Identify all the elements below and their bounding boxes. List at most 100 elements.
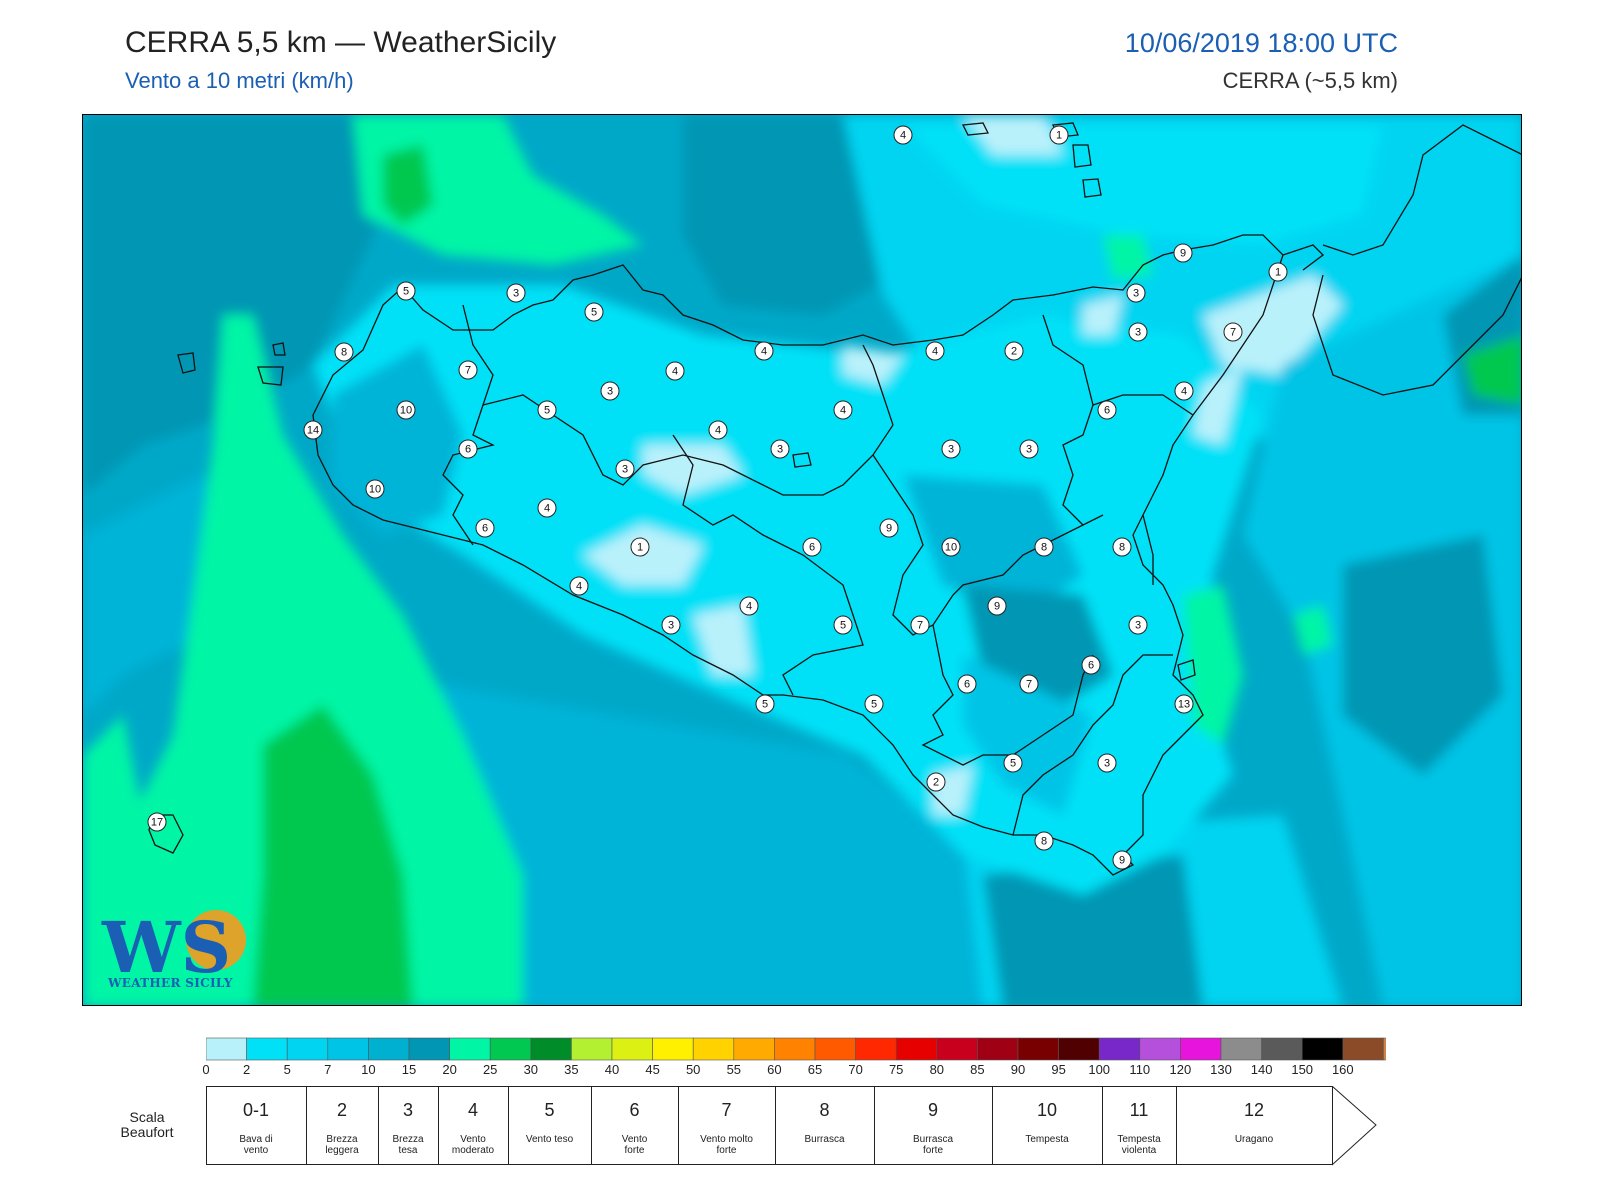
station-marker: 4 xyxy=(708,420,728,440)
station-marker: 7 xyxy=(1223,322,1243,342)
map-title: CERRA 5,5 km — WeatherSicily xyxy=(125,26,557,59)
station-marker: 6 xyxy=(1081,655,1101,675)
forecast-datetime: 10/06/2019 18:00 UTC xyxy=(1124,28,1398,58)
colorbar-tick-label: 110 xyxy=(1129,1062,1151,1077)
station-value: 8 xyxy=(341,347,347,359)
station-value: 7 xyxy=(465,365,471,377)
station-value: 6 xyxy=(1088,660,1094,672)
beaufort-description: Vento moderato xyxy=(451,1134,495,1156)
beaufort-cell xyxy=(775,1086,875,1165)
station-marker: 4 xyxy=(893,125,913,145)
beaufort-number: 11 xyxy=(1129,1100,1149,1120)
station-value: 6 xyxy=(465,444,471,456)
station-value: 5 xyxy=(871,699,877,711)
colorbar-cell xyxy=(368,1037,410,1061)
colorbar-tick-label: 2 xyxy=(242,1062,251,1077)
colorbar-cell xyxy=(611,1037,653,1061)
colorbar-tick-label: 95 xyxy=(1051,1062,1066,1077)
colorbar-tick-label: 140 xyxy=(1250,1062,1273,1077)
colorbar-tick-label: 50 xyxy=(685,1062,701,1077)
station-marker: 3 xyxy=(661,615,681,635)
station-marker: 3 xyxy=(600,381,620,401)
station-value: 4 xyxy=(900,130,906,142)
station-marker: 5 xyxy=(864,694,884,714)
station-value: 1 xyxy=(637,542,643,554)
colorbar-cell xyxy=(936,1037,978,1061)
wind-field-svg: 4 1 9 1 5 3 5 8 7 4 3 4 4 2 3 7 10 5 14 6 4 3 4 6 3 3 4 3 10 4 3 6 1 6 9 10… xyxy=(83,115,1521,1005)
colorbar-tick-label: 45 xyxy=(645,1062,660,1077)
station-marker: 3 xyxy=(1128,615,1148,635)
station-marker: 3 xyxy=(615,459,635,479)
beaufort-arrow xyxy=(1332,1086,1377,1166)
station-marker: 7 xyxy=(1019,674,1039,694)
svg-text:WS: WS xyxy=(101,906,231,989)
station-value: 3 xyxy=(513,288,519,300)
station-value: 1 xyxy=(1056,130,1062,142)
station-value: 1 xyxy=(1275,267,1281,279)
station-value: 13 xyxy=(1178,699,1190,711)
colorbar-tick-label: 130 xyxy=(1210,1062,1232,1077)
colorbar-tick-label: 120 xyxy=(1169,1062,1192,1077)
colorbar-tick-label: 160 xyxy=(1331,1062,1354,1077)
colorbar-tick-label: 15 xyxy=(401,1062,417,1077)
colorbar-cell xyxy=(286,1037,329,1061)
station-value: 5 xyxy=(1010,758,1016,770)
model-name: CERRA (~5,5 km) xyxy=(1222,68,1398,93)
station-value: 4 xyxy=(1181,386,1187,398)
colorbar-tick-label: 5 xyxy=(283,1062,291,1077)
station-value: 9 xyxy=(1180,248,1186,260)
colorbar-cell xyxy=(1342,1037,1384,1061)
colorbar-tick-label: 150 xyxy=(1291,1062,1314,1077)
beaufort-cell xyxy=(438,1086,509,1165)
station-marker: 2 xyxy=(926,772,946,792)
station-value: 7 xyxy=(917,620,923,632)
station-marker: 1 xyxy=(630,537,650,557)
colorbar-tick-label: 0 xyxy=(202,1062,210,1077)
station-value: 4 xyxy=(672,366,678,378)
station-value: 3 xyxy=(948,444,954,456)
station-marker: 13 xyxy=(1174,694,1194,714)
colorbar-cell xyxy=(977,1037,1019,1061)
colorbar-cell xyxy=(1017,1037,1059,1061)
beaufort-scale xyxy=(206,1086,1377,1166)
station-value: 4 xyxy=(715,425,721,437)
station-marker: 6 xyxy=(458,439,478,459)
colorbar-tick-label: 100 xyxy=(1088,1062,1111,1077)
colorbar-cell xyxy=(489,1037,532,1061)
colorbar-cell xyxy=(571,1037,613,1061)
colorbar-cell xyxy=(449,1037,491,1061)
colorbar-cell xyxy=(814,1037,856,1061)
station-value: 8 xyxy=(1119,542,1125,554)
colorbar-cell xyxy=(327,1037,369,1061)
beaufort-number: 12 xyxy=(1243,1100,1265,1120)
colorbar-tick-label: 7 xyxy=(324,1062,332,1077)
beaufort-cell xyxy=(306,1086,379,1165)
station-marker: 10 xyxy=(941,537,961,557)
station-value: 3 xyxy=(1135,327,1141,339)
colorbar-cell xyxy=(774,1037,816,1061)
station-value: 3 xyxy=(1135,620,1141,632)
beaufort-description: Tempesta xyxy=(1025,1134,1069,1145)
station-marker: 8 xyxy=(334,342,354,362)
station-marker: 3 xyxy=(941,439,961,459)
beaufort-cell xyxy=(874,1086,993,1165)
beaufort-description: Vento forte xyxy=(621,1134,648,1156)
station-value: 2 xyxy=(1011,346,1017,358)
colorbar-tick-label: 55 xyxy=(726,1062,742,1077)
beaufort-scale-title: Scala Beaufort xyxy=(120,1109,174,1140)
station-marker: 10 xyxy=(396,400,416,420)
wind-map[interactable]: 4 1 9 1 5 3 5 8 7 4 3 4 4 2 3 7 10 5 14 6 4 3 4 6 3 3 4 3 10 4 3 6 1 6 9 10… xyxy=(82,114,1522,1006)
beaufort-cell xyxy=(1102,1086,1177,1165)
beaufort-cell xyxy=(206,1086,307,1165)
station-value: 3 xyxy=(622,464,628,476)
station-value: 4 xyxy=(761,346,767,358)
beaufort-description: Tempesta violenta xyxy=(1117,1134,1161,1156)
station-value: 5 xyxy=(840,620,846,632)
station-markers: 4 1 9 1 5 3 5 8 7 4 3 4 4 2 3 7 10 5 14 6 4 3 4 6 3 3 4 3 10 4 3 6 1 6 9 10… xyxy=(147,125,1288,870)
station-value: 6 xyxy=(964,679,970,691)
beaufort-number: 0-1 xyxy=(242,1100,270,1120)
station-value: 17 xyxy=(151,817,163,829)
colorbar-tick-label: 60 xyxy=(767,1062,782,1077)
beaufort-number: 3 xyxy=(402,1100,414,1120)
station-value: 5 xyxy=(762,699,768,711)
